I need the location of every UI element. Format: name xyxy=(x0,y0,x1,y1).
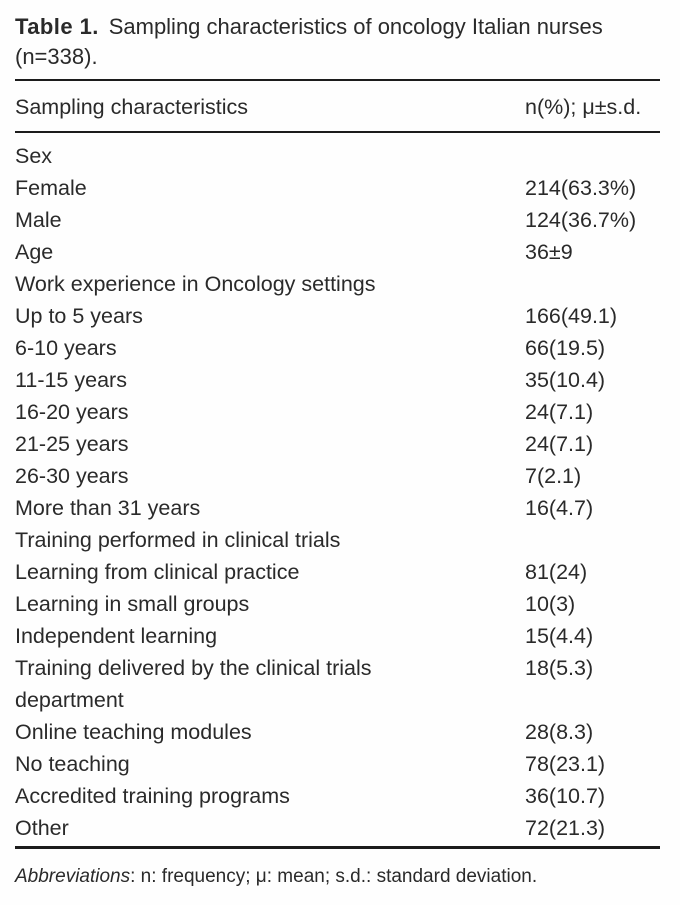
table-row: Training performed in clinical trials xyxy=(15,524,660,556)
row-label: Accredited training programs xyxy=(15,784,290,808)
table-header: Sampling characteristics n(%); μ±s.d. xyxy=(15,79,660,133)
table-body: Sex Female 214(63.3%) Male 124(36.7%) Ag… xyxy=(15,132,660,848)
table-row: 21-25 years 24(7.1) xyxy=(15,428,660,460)
table-row: Female 214(63.3%) xyxy=(15,172,660,204)
row-label: Work experience in Oncology settings xyxy=(15,272,376,296)
footnote-text: : n: frequency; μ: mean; s.d.: standard … xyxy=(130,866,538,887)
row-value: 72(21.3) xyxy=(525,816,606,840)
table-row: Independent learning 15(4.4) xyxy=(15,620,660,652)
row-value: 214(63.3%) xyxy=(525,176,637,200)
row-value: 28(8.3) xyxy=(525,720,594,744)
table-row: Sex xyxy=(15,132,660,172)
row-label: 6-10 years xyxy=(15,336,117,360)
table-row: 26-30 years 7(2.1) xyxy=(15,460,660,492)
table-row: Age 36±9 xyxy=(15,236,660,268)
row-value: 36±9 xyxy=(525,240,573,264)
table-caption: Table 1. Sampling characteristics of onco… xyxy=(15,12,665,72)
table-caption-text: Sampling characteristics of oncology Ita… xyxy=(15,14,603,69)
table-row: Male 124(36.7%) xyxy=(15,204,660,236)
table-row: Up to 5 years 166(49.1) xyxy=(15,300,660,332)
row-label: More than 31 years xyxy=(15,496,201,520)
row-value: 15(4.4) xyxy=(525,624,594,648)
table-row: 16-20 years 24(7.1) xyxy=(15,396,660,428)
row-label: Independent learning xyxy=(15,624,218,648)
row-label: Learning in small groups xyxy=(15,592,250,616)
table-row: 11-15 years 35(10.4) xyxy=(15,364,660,396)
table-row: Online teaching modules 28(8.3) xyxy=(15,716,660,748)
row-label: Sex xyxy=(15,144,53,168)
table-row: Learning from clinical practice 81(24) xyxy=(15,556,660,588)
row-value: 35(10.4) xyxy=(525,368,606,392)
row-label: Training delivered by the clinical trial… xyxy=(15,656,372,712)
table-header-row: Sampling characteristics n(%); μ±s.d. xyxy=(15,79,660,133)
row-label: No teaching xyxy=(15,752,130,776)
row-label: Male xyxy=(15,208,62,232)
table-row: Accredited training programs 36(10.7) xyxy=(15,780,660,812)
row-label: 11-15 years xyxy=(15,368,127,392)
row-value: 18(5.3) xyxy=(525,656,594,680)
table-row: Training delivered by the clinical trial… xyxy=(15,652,660,716)
row-label: Age xyxy=(15,240,54,264)
table-row: More than 31 years 16(4.7) xyxy=(15,492,660,524)
table-row: Learning in small groups 10(3) xyxy=(15,588,660,620)
row-value: 81(24) xyxy=(525,560,588,584)
row-value: 124(36.7%) xyxy=(525,208,637,232)
row-value: 66(19.5) xyxy=(525,336,606,360)
header-value: n(%); μ±s.d. xyxy=(525,79,660,133)
row-value: 24(7.1) xyxy=(525,432,594,456)
table-row: No teaching 78(23.1) xyxy=(15,748,660,780)
row-label: 26-30 years xyxy=(15,464,129,488)
row-label: Online teaching modules xyxy=(15,720,252,744)
row-label: 21-25 years xyxy=(15,432,129,456)
footnote-abbreviations-label: Abbreviations xyxy=(15,866,131,887)
row-label: Other xyxy=(15,816,69,840)
row-value: 7(2.1) xyxy=(525,464,582,488)
header-characteristic: Sampling characteristics xyxy=(15,79,525,133)
row-value: 166(49.1) xyxy=(525,304,618,328)
sampling-characteristics-table: Sampling characteristics n(%); μ±s.d. Se… xyxy=(15,79,660,849)
table-row: 6-10 years 66(19.5) xyxy=(15,332,660,364)
row-value xyxy=(525,132,660,172)
row-value: 24(7.1) xyxy=(525,400,594,424)
row-value: 78(23.1) xyxy=(525,752,606,776)
table-row: Other 72(21.3) xyxy=(15,812,660,848)
row-label: Up to 5 years xyxy=(15,304,143,328)
row-value: 10(3) xyxy=(525,592,576,616)
table-row: Work experience in Oncology settings xyxy=(15,268,660,300)
row-label: Female xyxy=(15,176,87,200)
row-label: 16-20 years xyxy=(15,400,129,424)
row-value xyxy=(525,268,660,300)
row-value: 36(10.7) xyxy=(525,784,606,808)
row-label: Learning from clinical practice xyxy=(15,560,300,584)
row-value: 16(4.7) xyxy=(525,496,594,520)
row-label: Training performed in clinical trials xyxy=(15,528,341,552)
table-caption-number: Table 1. xyxy=(15,14,99,39)
row-value xyxy=(525,524,660,556)
table-footnote: Abbreviations: n: frequency; μ: mean; s.… xyxy=(15,865,660,889)
